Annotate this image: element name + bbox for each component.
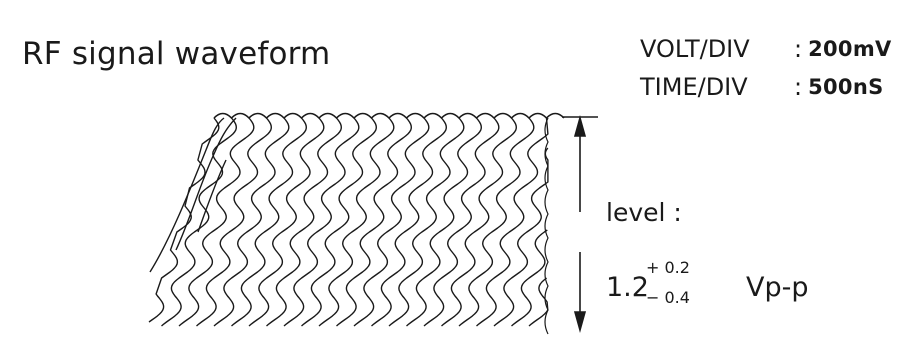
level-plus-tolerance: + 0.2 [646, 258, 690, 277]
rising-edge-trace [175, 117, 237, 251]
time-div-row: TIME/DIV : 500nS [640, 68, 892, 106]
waveform-trace [301, 117, 377, 327]
level-minus-tolerance: − 0.4 [646, 288, 690, 307]
waveform-trace [406, 117, 482, 327]
waveform-trace [283, 117, 360, 327]
time-div-value: 500nS [808, 75, 884, 99]
waveform-trace [458, 117, 535, 327]
level-dimension-arrow [562, 115, 598, 333]
waveform-trace [476, 117, 549, 327]
level-unit: Vp-p [746, 272, 809, 303]
envelope-right-edge [544, 117, 549, 335]
waveform-trace [493, 147, 549, 327]
waveform-trace [318, 117, 395, 327]
level-value: 1.2 + 0.2 − 0.4 Vp-p [606, 256, 866, 316]
waveform-trace [336, 117, 412, 327]
up-arrowhead [573, 115, 587, 137]
waveform-trace [371, 117, 447, 327]
waveform-trace [161, 117, 237, 327]
waveform-envelope [148, 112, 565, 335]
waveform-trace [423, 117, 500, 327]
waveform-trace [511, 229, 548, 327]
waveform-trace [231, 117, 307, 327]
level-label: level : [606, 198, 682, 227]
rising-edge-trace [149, 117, 225, 273]
waveform-trace [196, 117, 272, 327]
waveform-trace [441, 117, 517, 327]
volt-div-row: VOLT/DIV : 200mV [640, 30, 892, 68]
waveform-trace [148, 117, 220, 323]
waveform-trace [388, 117, 465, 327]
envelope-top-edge [213, 112, 565, 119]
waveform-trace [248, 117, 325, 327]
waveform-trace [213, 117, 290, 327]
rising-edge-trace [197, 159, 227, 233]
volt-div-value: 200mV [808, 37, 892, 61]
waveform-trace [178, 117, 255, 327]
waveform-trace [353, 117, 430, 327]
volt-div-separator: : [794, 35, 803, 63]
waveform-trace [266, 117, 342, 327]
level-nominal: 1.2 [606, 272, 649, 303]
time-div-label: TIME/DIV [640, 73, 748, 101]
volt-div-label: VOLT/DIV [640, 35, 750, 63]
down-arrowhead [573, 311, 587, 333]
time-div-separator: : [794, 73, 803, 101]
scope-settings: VOLT/DIV : 200mV TIME/DIV : 500nS [640, 30, 892, 106]
diagram-title: RF signal waveform [22, 36, 331, 72]
